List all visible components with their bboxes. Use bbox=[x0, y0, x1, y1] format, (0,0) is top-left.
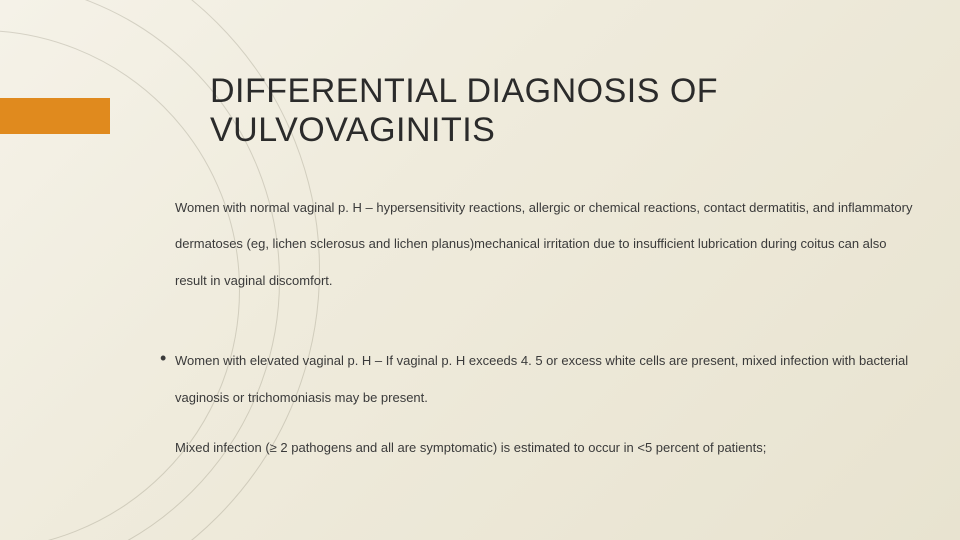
slide-title: DIFFERENTIAL DIAGNOSIS OF VULVOVAGINITIS bbox=[210, 72, 910, 150]
accent-bar bbox=[0, 98, 110, 134]
bullet-icon: • bbox=[160, 348, 166, 369]
slide: DIFFERENTIAL DIAGNOSIS OF VULVOVAGINITIS… bbox=[0, 0, 960, 540]
paragraph-elevated-ph: Women with elevated vaginal p. H – If va… bbox=[175, 343, 915, 416]
slide-body: Women with normal vaginal p. H – hyperse… bbox=[175, 190, 915, 474]
paragraph-normal-ph: Women with normal vaginal p. H – hyperse… bbox=[175, 190, 915, 299]
paragraph-mixed-infection: Mixed infection (≥ 2 pathogens and all a… bbox=[175, 430, 915, 466]
